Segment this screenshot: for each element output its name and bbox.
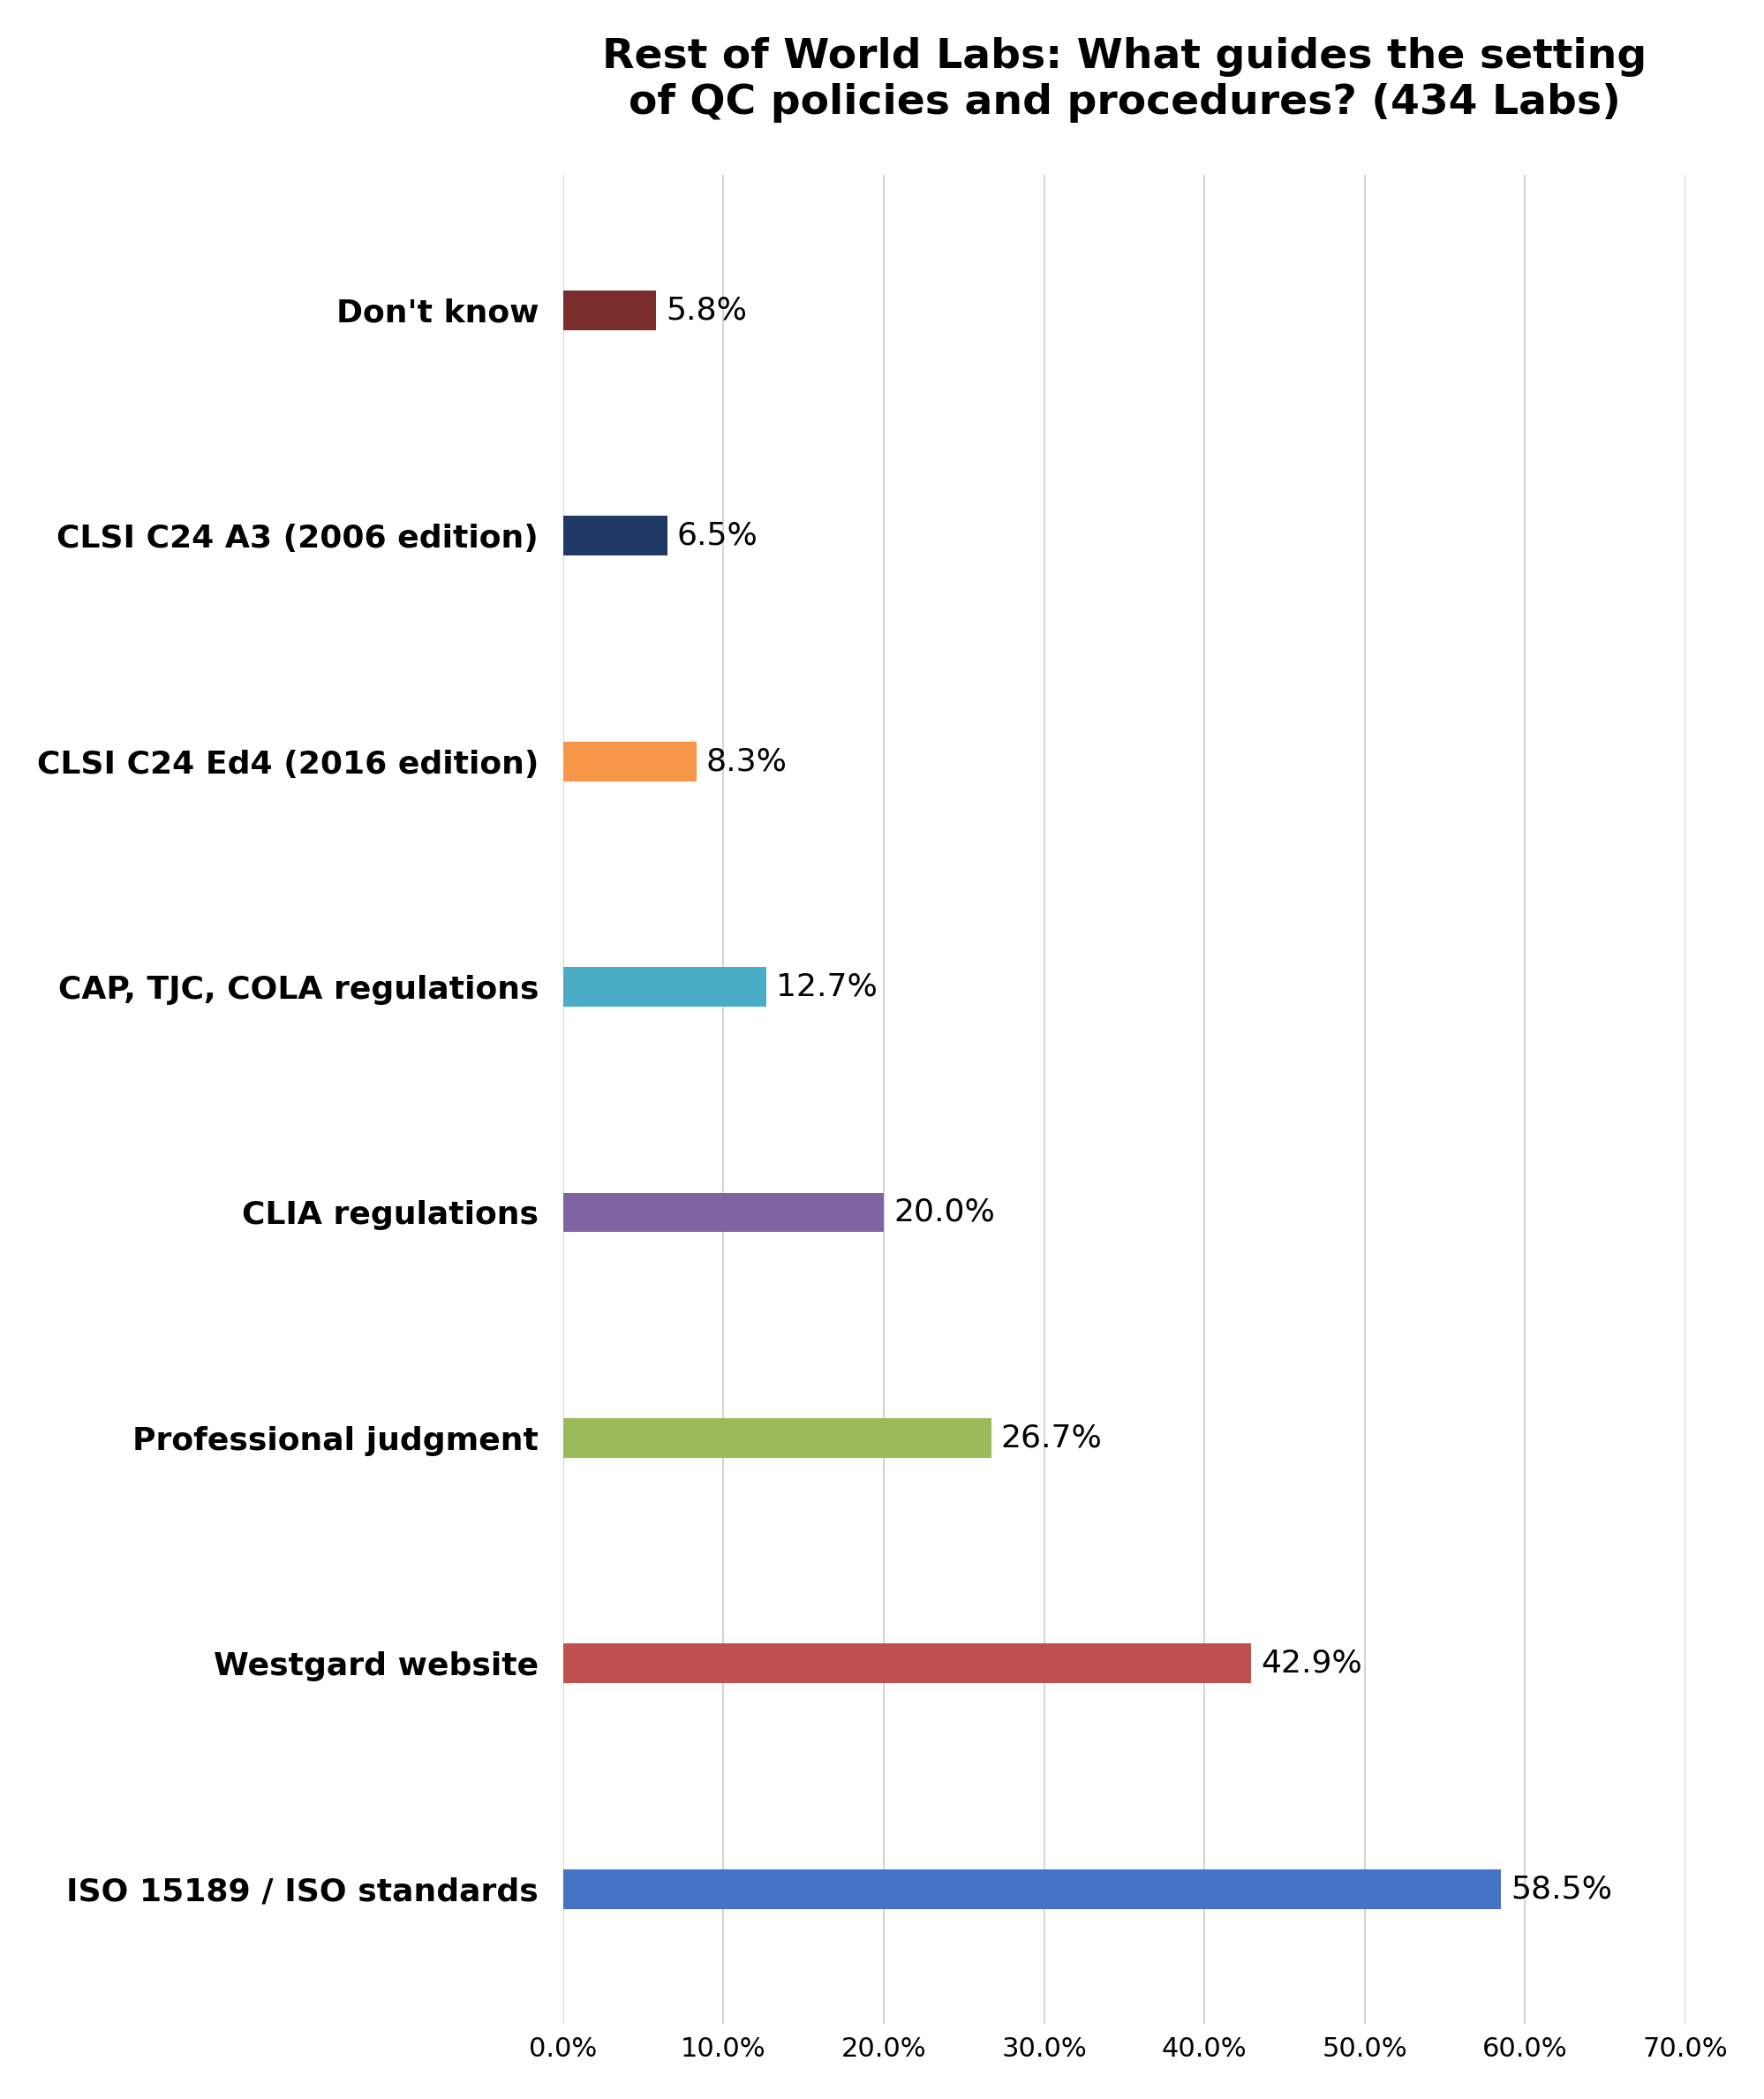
Bar xyxy=(563,1192,884,1232)
Text: 12.7%: 12.7% xyxy=(776,972,877,1001)
Bar xyxy=(563,1419,991,1457)
Bar xyxy=(563,1644,1251,1683)
Text: 6.5%: 6.5% xyxy=(677,521,759,550)
Title: Rest of World Labs: What guides the setting
of QC policies and procedures? (434 : Rest of World Labs: What guides the sett… xyxy=(602,38,1646,122)
Text: 20.0%: 20.0% xyxy=(893,1196,995,1228)
Bar xyxy=(563,968,766,1008)
Text: 58.5%: 58.5% xyxy=(1510,1874,1611,1904)
Text: 8.3%: 8.3% xyxy=(706,747,787,777)
Text: 42.9%: 42.9% xyxy=(1259,1648,1362,1679)
Bar xyxy=(563,1870,1501,1908)
Text: 5.8%: 5.8% xyxy=(665,296,746,325)
Bar xyxy=(563,516,667,556)
Bar xyxy=(563,741,695,781)
Text: 26.7%: 26.7% xyxy=(1000,1423,1102,1453)
Bar xyxy=(563,290,656,330)
